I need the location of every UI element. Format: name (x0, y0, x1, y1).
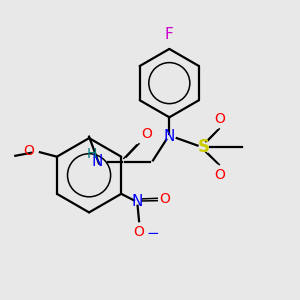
Text: H: H (87, 148, 97, 161)
Text: −: − (146, 226, 159, 241)
Text: O: O (214, 112, 225, 126)
Text: O: O (141, 127, 152, 141)
Text: F: F (165, 27, 174, 42)
Text: N: N (164, 129, 175, 144)
Text: O: O (23, 144, 34, 158)
Text: O: O (214, 168, 225, 182)
Text: S: S (197, 138, 209, 156)
Text: N: N (91, 154, 102, 169)
Text: O: O (159, 193, 170, 206)
Text: O: O (134, 225, 145, 239)
Text: N: N (132, 194, 143, 209)
